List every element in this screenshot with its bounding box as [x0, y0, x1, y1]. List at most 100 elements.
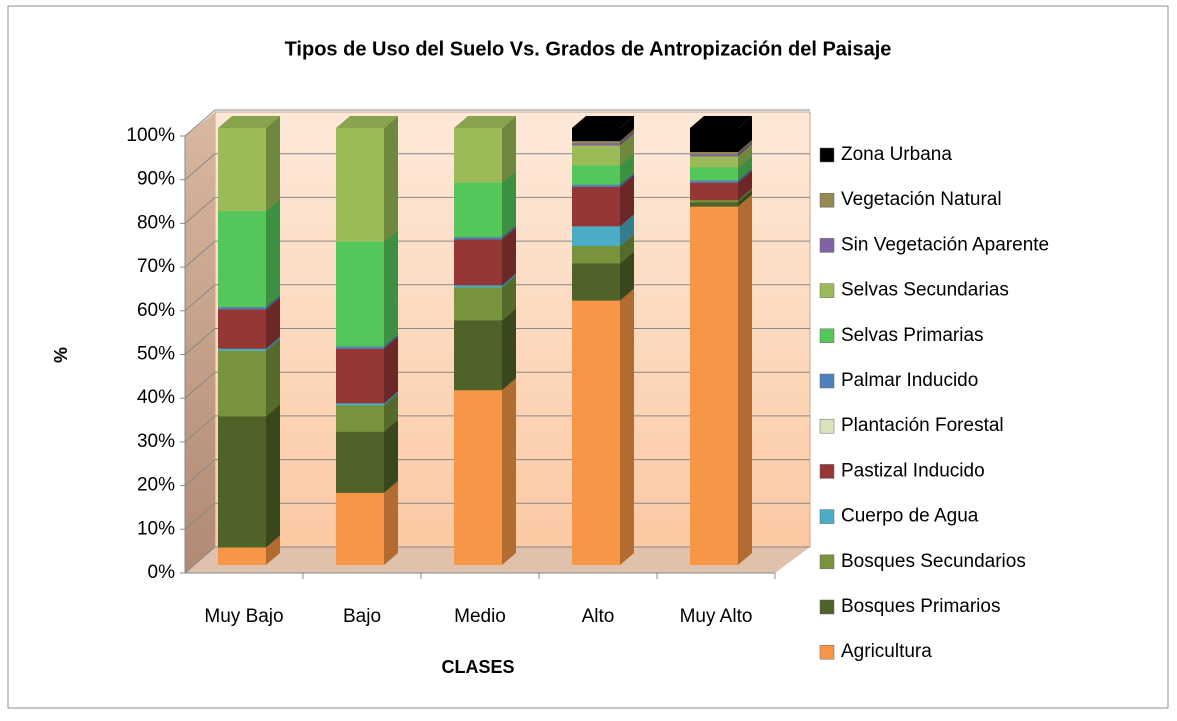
bar-segment: [454, 320, 502, 391]
legend-label: Agricultura: [841, 641, 932, 662]
bar-side: [502, 227, 516, 286]
side-wall: [185, 112, 215, 573]
bar-segment: [454, 239, 502, 286]
legend-swatch: [819, 238, 835, 253]
bar-side: [738, 116, 752, 153]
bar-side: [266, 199, 280, 308]
y-tick-label: 0%: [148, 562, 176, 583]
bar-segment: [572, 128, 620, 142]
bar-side: [738, 188, 752, 203]
bar-segment: [336, 492, 384, 565]
x-tick-label: Alto: [582, 606, 615, 627]
bar-segment: [336, 431, 384, 493]
legend-swatch: [819, 644, 835, 660]
bar-segment: [690, 200, 738, 203]
bar-side: [266, 295, 280, 310]
bar-side: [384, 336, 398, 404]
bar-segment: [572, 145, 620, 166]
bar-segment: [454, 128, 502, 183]
x-tick-label: Medio: [454, 606, 506, 627]
bar-segment: [336, 241, 384, 347]
bar-segment: [690, 182, 738, 201]
bar-segment: [572, 165, 620, 185]
y-tick-label: 90%: [137, 169, 175, 190]
bar-segment: [690, 154, 738, 157]
legend-swatch: [819, 554, 835, 570]
bar-side: [384, 116, 398, 242]
bar-side: [620, 174, 634, 227]
grid-line: [184, 502, 216, 530]
bar-side: [384, 480, 398, 565]
legend-label: Bosques Secundarios: [841, 551, 1026, 572]
bar-segment: [572, 300, 620, 565]
bar-top: [336, 116, 398, 128]
grid-line: [184, 328, 216, 355]
bar-side: [738, 168, 752, 183]
bar-segment: [336, 348, 384, 404]
y-tick-label: 10%: [137, 518, 175, 539]
bar-side: [738, 142, 752, 157]
bar-side: [738, 194, 752, 565]
legend-label: Plantación Forestal: [841, 415, 1004, 436]
bar-top: [690, 116, 752, 128]
x-axis-title: CLASES: [441, 657, 514, 677]
grid-line: [184, 109, 216, 137]
bar-segment: [218, 416, 266, 548]
bar-side: [266, 297, 280, 349]
grid-line: [184, 459, 216, 486]
bar-side: [502, 170, 516, 238]
bar-segment: [454, 390, 502, 565]
x-tick-label: Muy Bajo: [204, 606, 283, 627]
bar-segment: [454, 285, 502, 288]
legend-label: Vegetación Natural: [841, 189, 1002, 210]
bar-side: [738, 140, 752, 155]
legend-swatch: [819, 147, 835, 163]
grid-line: [184, 197, 216, 224]
bar-side: [620, 129, 634, 144]
y-tick-label: 80%: [137, 212, 175, 233]
bar-segment: [454, 287, 502, 321]
bar-side: [266, 535, 280, 565]
bar-top: [454, 116, 516, 128]
bar-side: [502, 116, 516, 183]
y-tick-label: 60%: [137, 300, 175, 321]
bar-segment: [454, 237, 502, 240]
bar-side: [502, 275, 516, 321]
bar-segment: [336, 405, 384, 432]
legend-swatch: [819, 373, 835, 389]
bar-side: [738, 190, 752, 207]
bar-side: [266, 338, 280, 417]
bar-side: [266, 336, 280, 351]
bar-side: [384, 334, 398, 349]
chart-title: Tipos de Uso del Suelo Vs. Grados de Ant…: [285, 38, 892, 60]
bar-side: [738, 155, 752, 181]
legend-label: Pastizal Inducido: [841, 460, 985, 481]
bar-side: [620, 133, 634, 166]
grid-line: [184, 153, 216, 181]
bar-side: [620, 131, 634, 146]
bar-top: [218, 116, 280, 128]
bar-segment: [690, 206, 738, 565]
bar-segment: [572, 186, 620, 227]
bar-segment: [572, 141, 620, 144]
bar-side: [620, 251, 634, 301]
bar-side: [620, 288, 634, 565]
bar-side: [738, 170, 752, 201]
y-tick-label: 70%: [137, 256, 175, 277]
x-tick-label: Muy Alto: [680, 606, 753, 627]
bar-segment: [336, 128, 384, 242]
bar-segment: [218, 547, 266, 565]
legend-label: Zona Urbana: [841, 144, 952, 165]
bar-side: [620, 172, 634, 187]
bar-side: [620, 153, 634, 185]
grid-line: [184, 546, 216, 574]
bar-side: [266, 404, 280, 548]
legend-swatch: [819, 509, 835, 524]
bar-side: [620, 233, 634, 264]
bar-segment: [572, 184, 620, 187]
bar-segment: [336, 346, 384, 349]
bar-segment: [690, 128, 738, 153]
bar-segment: [690, 167, 738, 181]
bar-side: [502, 308, 516, 391]
